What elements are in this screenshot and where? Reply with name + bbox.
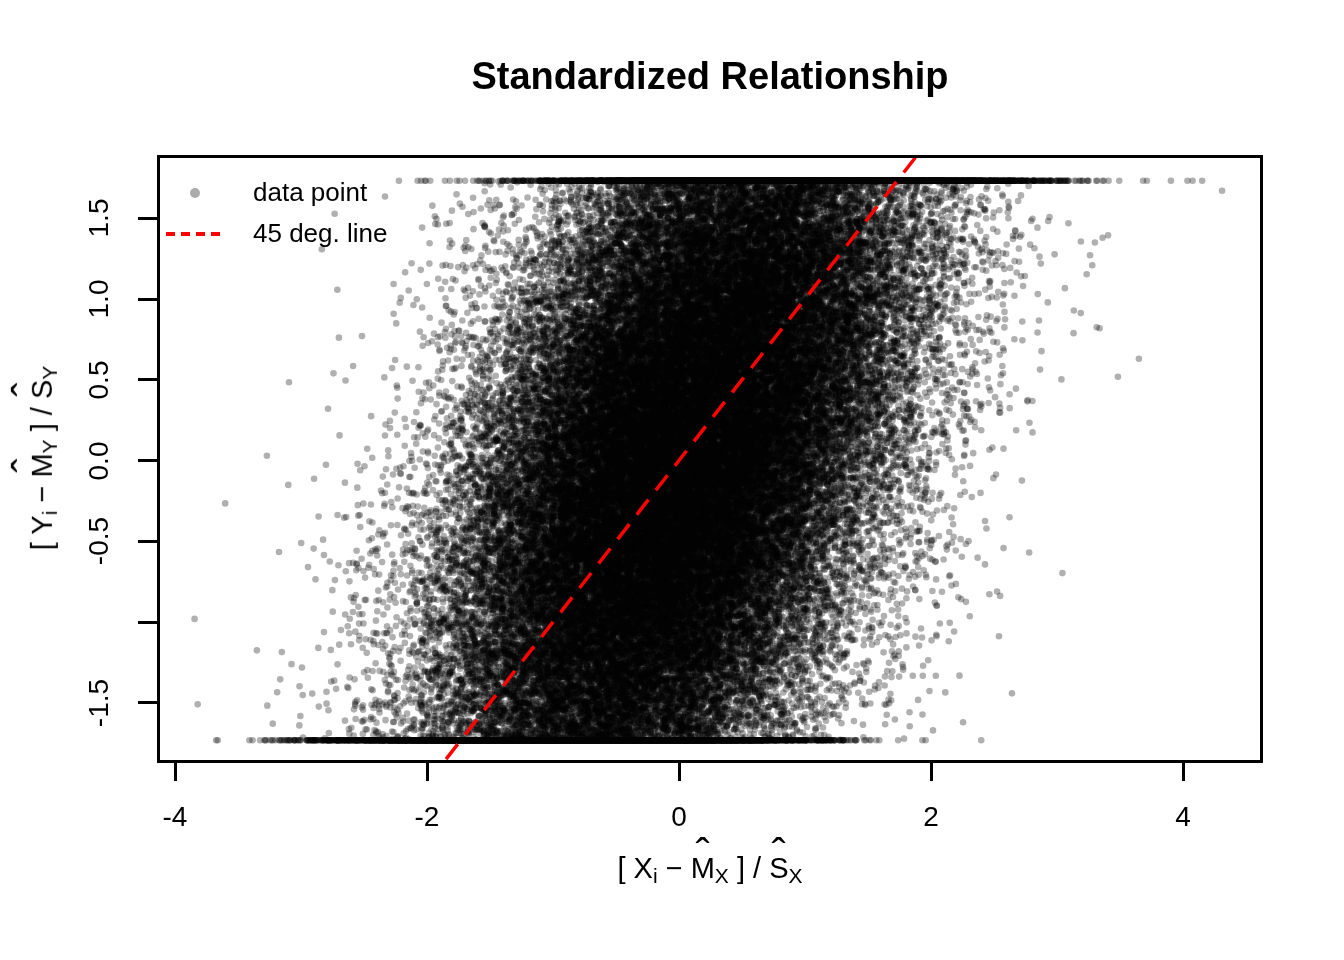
y-tick-mark [138, 459, 157, 462]
hat-accent: ˆ [696, 830, 710, 878]
x-tick-label: 0 [671, 801, 687, 833]
legend-label: data point [253, 177, 367, 208]
chart-title: Standardized Relationship [471, 55, 948, 98]
x-tick-mark [426, 762, 429, 781]
y-axis-label: [ Yi − MˆY ] / SˆY [26, 366, 62, 551]
x-axis-label: [ Xi − MˆX ] / SˆX [617, 852, 802, 888]
x-tick-label: -2 [415, 801, 440, 833]
axis-label-part: X [715, 864, 729, 887]
axis-label-part: − [26, 478, 58, 511]
axis-label-part: ] / [26, 399, 58, 439]
axis-label-part: Mˆ [691, 852, 715, 885]
axis-label-part: [ X [617, 852, 652, 884]
axis-label-part: Sˆ [769, 852, 788, 885]
y-tick-mark [138, 378, 157, 381]
legend-item-data-point: data point [166, 172, 387, 213]
axis-label-part: Y [38, 366, 61, 380]
hat-accent: ˆ [4, 382, 52, 396]
axis-label-part: ] / [729, 852, 769, 884]
hat-accent: ˆ [772, 830, 786, 878]
legend-dashed-line-marker [166, 232, 223, 236]
legend-point-marker [190, 188, 200, 198]
axis-label-part: i [38, 511, 61, 516]
legend-label: 45 deg. line [253, 218, 387, 249]
y-tick-mark [138, 298, 157, 301]
y-tick-mark [138, 540, 157, 543]
axis-label-part: [ Y [26, 515, 58, 550]
y-tick-label: 0.0 [83, 441, 115, 480]
axis-label-part: − [658, 852, 691, 884]
figure: Standardized Relationship [ Xi − MˆX ] /… [0, 0, 1344, 960]
y-tick-mark [138, 621, 157, 624]
axis-label-part: Y [38, 439, 61, 453]
x-tick-label: -4 [163, 801, 188, 833]
y-tick-mark [138, 701, 157, 704]
y-tick-label: 0.5 [83, 360, 115, 399]
y-tick-label: 1.5 [83, 199, 115, 238]
y-tick-label: -1.5 [83, 679, 115, 727]
legend-item-45-deg-line: 45 deg. line [166, 213, 387, 254]
x-tick-mark [1182, 762, 1185, 781]
legend: data point 45 deg. line [166, 172, 387, 254]
x-tick-label: 2 [923, 801, 939, 833]
axis-label-part: Mˆ [26, 453, 59, 477]
axis-label-part: Sˆ [26, 380, 59, 399]
x-tick-mark [930, 762, 933, 781]
y-tick-label: -0.5 [83, 517, 115, 565]
hat-accent: ˆ [4, 459, 52, 473]
x-tick-mark [678, 762, 681, 781]
x-tick-label: 4 [1175, 801, 1191, 833]
y-tick-mark [138, 217, 157, 220]
axis-label-part: X [789, 864, 803, 887]
x-tick-mark [174, 762, 177, 781]
y-tick-label: 1.0 [83, 280, 115, 319]
